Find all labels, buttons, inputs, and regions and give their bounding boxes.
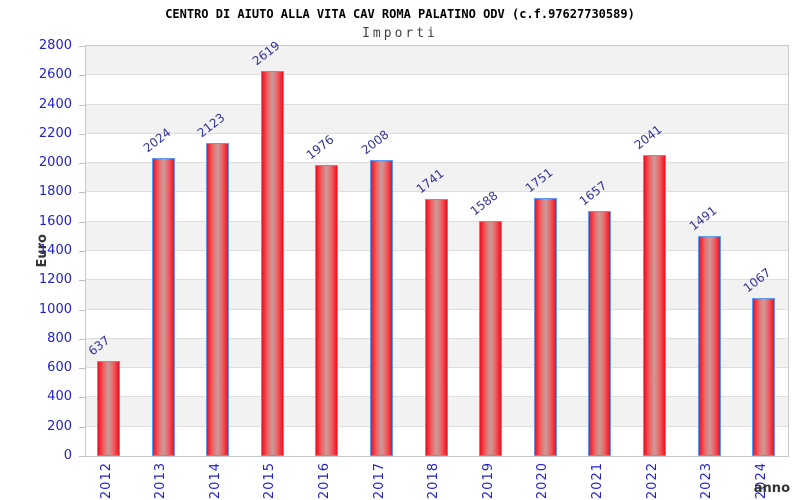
- y-tick-label: 2600: [38, 67, 72, 83]
- x-tick-label: 2016: [316, 462, 332, 500]
- gridline: [86, 103, 788, 105]
- y-tick-mark: [79, 456, 85, 457]
- y-tick-label: 0: [63, 448, 72, 463]
- y-tick-mark: [79, 46, 85, 47]
- bar-2014: [206, 143, 230, 456]
- chart-subtitle: Importi: [362, 26, 438, 41]
- y-tick-label: 1600: [38, 213, 72, 229]
- y-tick-mark: [79, 368, 85, 370]
- x-tick-label: 2018: [426, 462, 442, 500]
- y-tick-mark: [79, 251, 85, 252]
- bar-2018: [424, 199, 448, 456]
- bar-2021: [588, 211, 612, 456]
- y-tick-label: 2000: [38, 155, 72, 171]
- x-axis-title: anno: [753, 481, 790, 496]
- plot-area: [85, 45, 789, 457]
- y-tick-mark: [79, 221, 85, 223]
- y-tick-label: 400: [47, 389, 72, 405]
- y-tick-mark: [79, 75, 85, 77]
- y-tick-label: 2800: [38, 38, 72, 53]
- bar-2017: [370, 159, 393, 456]
- x-tick-label: 2017: [371, 462, 387, 500]
- bar-2016: [315, 164, 339, 456]
- y-tick-label: 800: [47, 330, 72, 346]
- gridline: [86, 191, 788, 193]
- x-tick-label: 2023: [699, 462, 715, 500]
- y-tick-mark: [79, 397, 85, 399]
- x-tick-label: 2014: [207, 462, 223, 500]
- x-tick-label: 2020: [535, 462, 551, 500]
- y-tick-label: 1200: [38, 272, 72, 288]
- y-tick-mark: [79, 309, 85, 311]
- bar-2019: [479, 221, 503, 456]
- y-tick-label: 2400: [38, 96, 72, 112]
- bar-2013: [151, 157, 175, 456]
- plot-band: [86, 133, 788, 164]
- y-tick-mark: [79, 163, 85, 165]
- x-tick-label: 2013: [153, 462, 169, 500]
- gridline: [86, 132, 788, 134]
- chart-title: CENTRO DI AIUTO ALLA VITA CAV ROMA PALAT…: [165, 7, 635, 21]
- bar-2012: [97, 360, 120, 456]
- gridline: [86, 74, 788, 76]
- x-tick-label: 2012: [98, 462, 114, 500]
- plot-band: [86, 163, 788, 193]
- bar-2022: [643, 155, 666, 456]
- bar-2023: [697, 235, 721, 456]
- bar-2015: [260, 70, 284, 456]
- x-tick-label: 2021: [589, 462, 605, 500]
- y-tick-label: 1400: [38, 243, 72, 258]
- plot-band: [86, 46, 788, 76]
- x-tick-label: 2022: [644, 462, 660, 500]
- y-tick-mark: [79, 104, 85, 106]
- y-tick-mark: [79, 280, 85, 282]
- bar-2020: [533, 197, 557, 456]
- gridline: [86, 162, 788, 164]
- plot-band: [86, 75, 788, 105]
- y-tick-mark: [79, 338, 85, 340]
- x-tick-label: 2019: [480, 462, 496, 500]
- y-tick-mark: [79, 192, 85, 194]
- x-tick-label: 2015: [262, 462, 278, 500]
- y-tick-label: 600: [47, 360, 72, 376]
- y-tick-mark: [79, 133, 85, 135]
- bar-2024: [752, 297, 776, 456]
- y-tick-label: 200: [47, 418, 72, 434]
- plot-band: [86, 104, 788, 134]
- y-tick-label: 2200: [38, 125, 72, 141]
- y-tick-label: 1000: [38, 301, 72, 317]
- y-tick-mark: [79, 426, 85, 428]
- y-tick-label: 1800: [38, 184, 72, 200]
